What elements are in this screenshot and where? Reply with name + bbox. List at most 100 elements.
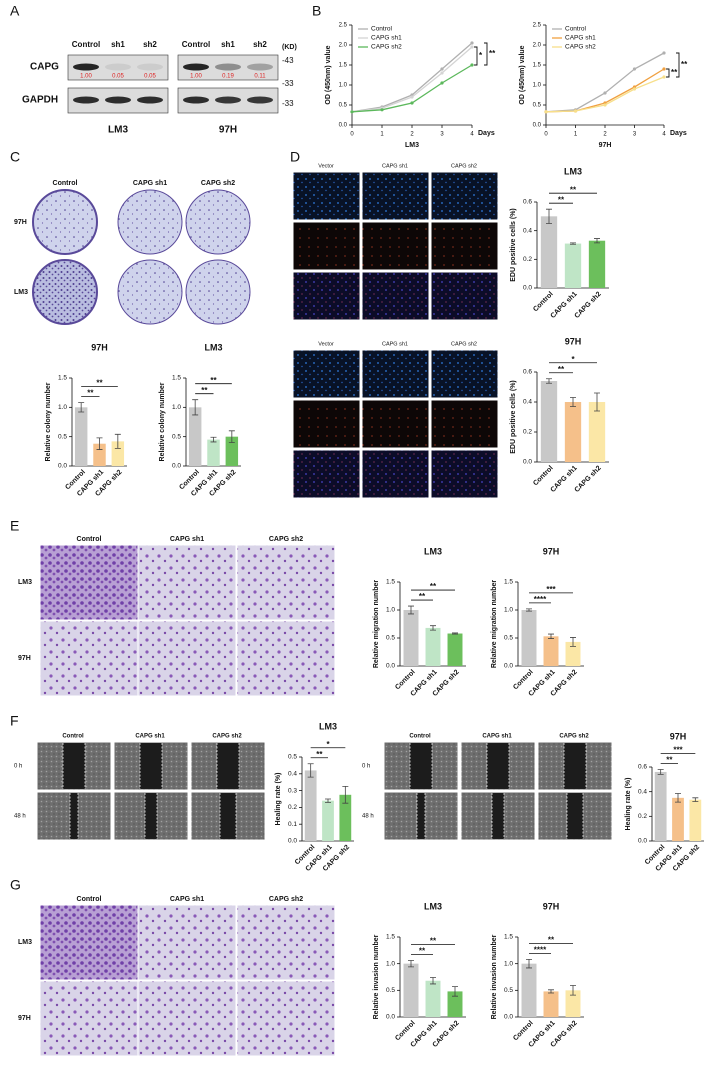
y-tick-label: 0.0 xyxy=(288,838,297,845)
x-tick-label: 4 xyxy=(662,132,666,138)
y-tick-label: 0.0 xyxy=(386,1014,395,1021)
column-label: Control xyxy=(62,734,84,740)
legend-label: CAPG sh1 xyxy=(371,35,402,42)
micrograph xyxy=(361,399,430,449)
significance: *** xyxy=(546,585,556,594)
significance: ** xyxy=(671,68,678,77)
series-point xyxy=(410,95,414,99)
significance: ** xyxy=(96,379,103,388)
chart-title: LM3 xyxy=(424,901,442,911)
wound-gap xyxy=(567,793,583,839)
y-tick-label: 2.0 xyxy=(339,43,348,49)
bar xyxy=(565,641,581,666)
error-bar xyxy=(526,959,532,969)
error-bar xyxy=(657,769,664,775)
legend-label: Control xyxy=(371,26,393,33)
significance: ** xyxy=(666,756,673,765)
significance: ** xyxy=(419,947,426,956)
y-tick-label: 1.5 xyxy=(58,375,67,382)
row-label: 0 h xyxy=(14,764,22,770)
y-tick-label: 0.0 xyxy=(504,1014,513,1021)
bar xyxy=(521,610,537,666)
y-tick-label: 0.2 xyxy=(288,804,297,811)
y-tick-label: 0.6 xyxy=(638,764,647,771)
bar xyxy=(304,770,317,841)
micrograph xyxy=(236,980,336,1057)
column-label: CAPG sh1 xyxy=(482,734,512,740)
error-bar xyxy=(548,633,554,639)
bar xyxy=(689,799,702,841)
band xyxy=(137,96,163,104)
column-label: CAPG sh2 xyxy=(212,734,242,740)
x-tick-label: 0 xyxy=(544,132,548,138)
y-tick-label: 0.5 xyxy=(533,103,542,109)
significance: ** xyxy=(570,185,577,194)
significance: * xyxy=(479,51,483,60)
y-tick-label: 0.5 xyxy=(386,987,395,994)
column-label: CAPG sh2 xyxy=(559,734,589,740)
y-axis-label: Healing rate (%) xyxy=(275,773,282,826)
cell-line-label: LM3 xyxy=(108,125,128,136)
bar xyxy=(588,402,606,462)
significance: ** xyxy=(201,386,208,395)
bar xyxy=(93,443,106,466)
error-bar xyxy=(408,605,414,615)
error-bar xyxy=(548,989,554,994)
error-bar xyxy=(228,430,235,443)
y-tick-label: 1.5 xyxy=(386,934,395,941)
y-tick-label: 2.5 xyxy=(339,23,348,29)
y-tick-label: 1.5 xyxy=(533,63,542,69)
panel-label: C xyxy=(10,149,20,165)
column-label: Control xyxy=(77,536,102,543)
error-bar xyxy=(325,798,331,803)
micrograph xyxy=(430,449,499,499)
legend-label: CAPG sh2 xyxy=(565,44,596,51)
x-tick-label: 3 xyxy=(633,132,637,138)
significance: ** xyxy=(489,49,496,58)
series-point xyxy=(662,67,666,71)
y-axis-label: EDU positive cells (%) xyxy=(510,380,517,454)
y-tick-label: 0.2 xyxy=(638,813,647,820)
bar xyxy=(403,610,419,666)
significance: ** xyxy=(430,582,437,591)
significance: ** xyxy=(681,60,688,69)
band xyxy=(247,63,273,71)
micrograph xyxy=(236,904,336,981)
x-axis-label: Days xyxy=(670,130,687,137)
row-label: LM3 xyxy=(18,939,32,946)
kd-unit: (KD) xyxy=(282,44,297,51)
bar xyxy=(654,771,667,841)
row-label: 0 h xyxy=(362,764,370,770)
error-bar xyxy=(692,797,699,802)
band-ratio: 0.11 xyxy=(254,74,266,80)
column-label: Control xyxy=(409,734,431,740)
significance: * xyxy=(326,740,330,749)
bar xyxy=(565,990,581,1017)
y-tick-label: 0.0 xyxy=(339,123,348,129)
column-label: CAPG sh1 xyxy=(170,536,204,543)
y-tick-label: 0.0 xyxy=(58,463,67,470)
bar xyxy=(447,633,463,666)
wound-gap xyxy=(140,743,162,789)
series-point xyxy=(603,91,607,95)
bar xyxy=(225,436,239,466)
x-axis-label: Days xyxy=(478,130,495,137)
bar xyxy=(540,381,558,462)
series-point xyxy=(544,110,548,114)
error-bar xyxy=(96,437,103,450)
y-tick-label: 1.0 xyxy=(172,404,181,411)
error-bar xyxy=(526,608,532,612)
micrograph xyxy=(137,980,237,1057)
column-label: CAPG sh2 xyxy=(201,180,235,187)
chart-title: LM3 xyxy=(424,546,442,556)
series-point xyxy=(470,45,474,49)
significance-bracket xyxy=(666,68,670,78)
series-point xyxy=(470,41,474,45)
y-tick-label: 0.4 xyxy=(288,771,297,778)
error-bar xyxy=(675,793,681,803)
x-tick-label: 0 xyxy=(350,132,354,138)
bar xyxy=(521,963,537,1017)
series-point xyxy=(350,110,354,114)
error-bar xyxy=(594,238,600,244)
